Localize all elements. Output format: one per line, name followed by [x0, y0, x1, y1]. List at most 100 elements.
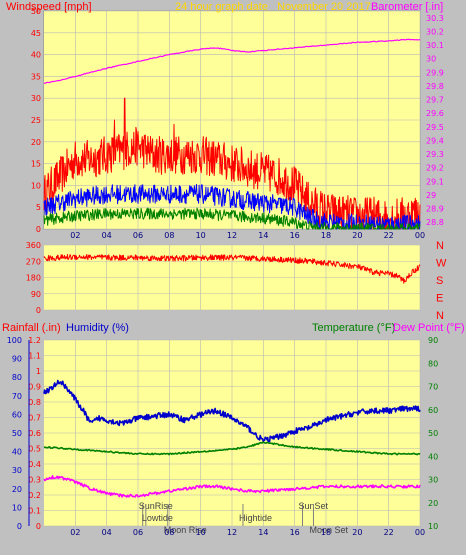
temperature-tick-label: 60 [428, 406, 438, 415]
windspeed-tick-label: 10 [31, 181, 41, 190]
wind-x-tick-label: 14 [258, 231, 268, 240]
series-barometer-line [43, 38, 421, 84]
barometer-tick-label: 30.1 [426, 41, 444, 50]
humidity-ticks: 02 04 06 08 10 12 14 16 18 20 22 0000.10.20.30.40.5… [7, 336, 438, 537]
rainfall-tick-label: 0.8 [28, 398, 41, 407]
direction-tick-label: 90 [31, 290, 41, 299]
windspeed-tick-label: 40 [31, 51, 41, 60]
humidity-tick-label: 30 [12, 466, 22, 475]
humidity-x-tick-label: 10 [196, 528, 206, 537]
dewpoint-axis-title: Dew Point (°F) [393, 322, 465, 334]
windspeed-tick-label: 50 [31, 7, 41, 16]
temperature-tick-label: 90 [428, 336, 438, 345]
temperature-tick-label: 80 [428, 359, 438, 368]
humidity-tick-label: 70 [12, 392, 22, 401]
rainfall-axis-title: Rainfall (.in) [2, 322, 61, 334]
windspeed-tick-label: 30 [31, 94, 41, 103]
event-label: SunRise [139, 501, 173, 511]
event-label: Moon Rise [164, 525, 207, 535]
wind-x-tick-label: 12 [227, 231, 237, 240]
humidity-axis-title: Humidity (%) [66, 322, 129, 334]
series-direction-line [43, 254, 421, 284]
rainfall-tick-label: 0.2 [28, 491, 41, 500]
windspeed-tick-label: 35 [31, 72, 41, 81]
rainfall-tick-label: 0.7 [28, 414, 41, 423]
barometer-tick-label: 28.9 [426, 205, 444, 214]
wind-x-tick-label: 16 [290, 231, 300, 240]
temperature-tick-label: 40 [428, 452, 438, 461]
humidity-x-tick-label: 08 [164, 528, 174, 537]
wind-chart: Windspeed [mph] 24 hour graph date Novem… [6, 1, 444, 240]
barometer-tick-label: 30.2 [426, 27, 444, 36]
wind-x-tick-label: 08 [164, 231, 174, 240]
barometer-tick-label: 29.4 [426, 136, 444, 145]
rainfall-tick-label: 0.5 [28, 445, 41, 454]
humidity-series [43, 379, 421, 498]
barometer-tick-label: 29.9 [426, 68, 444, 77]
wind-x-tick-label: 04 [102, 231, 112, 240]
barometer-tick-label: 29 [426, 191, 436, 200]
compass-label: E [436, 293, 443, 305]
rainfall-tick-label: 1.2 [28, 336, 41, 345]
humidity-tick-label: 90 [12, 355, 22, 364]
compass-label: S [436, 275, 443, 287]
wind-x-tick-label: 20 [352, 231, 362, 240]
rainfall-tick-label: 0.4 [28, 460, 41, 469]
rainfall-tick-label: 0.1 [28, 507, 41, 516]
humidity-tick-label: 20 [12, 485, 22, 494]
series-humidity-line [43, 379, 421, 443]
direction-grid [44, 244, 421, 311]
humidity-tick-label: 10 [12, 503, 22, 512]
barometer-tick-label: 29.6 [426, 109, 444, 118]
humidity-x-tick-label: 06 [133, 528, 143, 537]
temperature-tick-label: 50 [428, 429, 438, 438]
series-temperature-line [43, 441, 421, 456]
windspeed-tick-label: 20 [31, 138, 41, 147]
series-gust-line [43, 97, 421, 230]
temperature-tick-label: 10 [428, 522, 438, 531]
humidity-tick-label: 0 [17, 522, 22, 531]
rainfall-tick-label: 0.3 [28, 476, 41, 485]
temperature-tick-label: 70 [428, 383, 438, 392]
humidity-x-tick-label: 16 [290, 528, 300, 537]
series-dewpoint-line [43, 475, 421, 498]
wind-series [43, 38, 421, 230]
wind-x-tick-label: 22 [384, 231, 394, 240]
wind-grid [44, 10, 421, 230]
barometer-tick-label: 29.7 [426, 96, 444, 105]
compass-label: N [436, 310, 444, 322]
rainfall-tick-label: 0.6 [28, 429, 41, 438]
barometer-tick-label: 29.3 [426, 150, 444, 159]
barometer-tick-label: 29.5 [426, 123, 444, 132]
wind-x-tick-label: 00 [415, 231, 425, 240]
barometer-axis-title: Barometer [.in] [371, 1, 443, 13]
event-label: Hightide [239, 513, 272, 523]
humidity-x-tick-label: 00 [415, 528, 425, 537]
event-label: Moon Set [309, 525, 348, 535]
humidity-tick-label: 100 [7, 336, 22, 345]
humidity-x-tick-label: 02 [70, 528, 80, 537]
direction-series [43, 254, 421, 284]
humidity-tick-label: 40 [12, 448, 22, 457]
humidity-tick-label: 50 [12, 429, 22, 438]
direction-tick-label: 270 [26, 257, 41, 266]
humidity-tick-label: 60 [12, 410, 22, 419]
wind-x-tick-label: 18 [321, 231, 331, 240]
compass-label: N [436, 240, 444, 252]
windspeed-tick-label: 0 [36, 225, 41, 234]
direction-tick-label: 0 [36, 306, 41, 315]
windspeed-tick-label: 15 [31, 160, 41, 169]
temperature-axis-title: Temperature (°F) [312, 322, 395, 334]
windspeed-axis-title: Windspeed [mph] [6, 1, 92, 13]
wind-x-tick-label: 10 [196, 231, 206, 240]
rainfall-tick-label: 1 [36, 367, 41, 376]
temperature-tick-label: 20 [428, 499, 438, 508]
series-low-line [43, 207, 421, 230]
wind-x-tick-label: 06 [133, 231, 143, 240]
barometer-tick-label: 28.8 [426, 218, 444, 227]
